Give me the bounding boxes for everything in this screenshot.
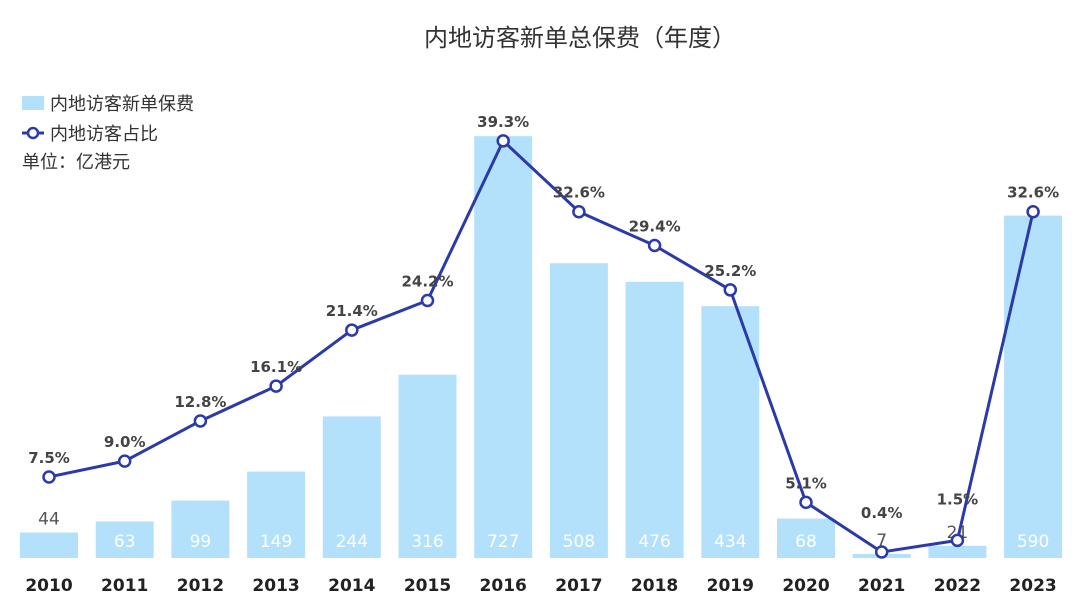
bar-value-label: 508 — [563, 532, 595, 552]
bar-2010 — [20, 532, 78, 558]
x-tick-label: 2012 — [177, 576, 224, 596]
share-label: 24.2% — [401, 272, 453, 290]
bar-value-label: 316 — [411, 532, 443, 552]
bar-2017 — [549, 263, 608, 558]
share-label: 32.6% — [553, 184, 605, 202]
share-label: 29.4% — [629, 218, 681, 236]
x-tick-label: 2014 — [328, 576, 375, 596]
share-label: 39.3% — [477, 113, 529, 131]
share-point-2012 — [193, 414, 208, 428]
bar-2018 — [625, 281, 684, 558]
share-line — [48, 139, 1035, 554]
bar-value-label: 434 — [714, 532, 746, 552]
share-point-2017 — [572, 204, 586, 219]
bar-2023 — [1004, 215, 1063, 559]
legend: 内地访客新单保费 内地访客占比 单位：亿港元 — [22, 88, 194, 178]
bar-value-label: 727 — [487, 532, 519, 552]
x-tick-label: 2010 — [25, 576, 72, 596]
legend-bar-label: 内地访客新单保费 — [50, 94, 194, 115]
share-point-2019 — [723, 283, 738, 297]
bar-value-label: 149 — [260, 532, 292, 552]
bar-value-label: 7 — [876, 531, 887, 551]
x-tick-label: 2022 — [934, 576, 981, 596]
unit-label: 单位：亿港元 — [22, 152, 130, 173]
share-label: 32.6% — [1007, 184, 1059, 202]
bar-2015 — [398, 374, 457, 558]
share-point-2014 — [345, 323, 359, 337]
legend-line-swatch — [22, 126, 44, 140]
x-tick-label: 2019 — [707, 576, 754, 596]
x-tick-label: 2021 — [858, 576, 905, 596]
share-label: 1.5% — [937, 490, 979, 508]
share-point-2018 — [647, 238, 662, 253]
legend-item-line: 内地访客占比 — [22, 118, 194, 148]
bar-2022 — [928, 545, 987, 558]
share-point-2013 — [269, 379, 283, 393]
bar-2020 — [777, 518, 835, 558]
share-point-2016 — [496, 134, 510, 148]
share-label: 25.2% — [704, 262, 756, 280]
bar-value-label: 99 — [190, 532, 212, 552]
share-point-2023 — [1026, 204, 1040, 219]
x-tick-label: 2020 — [782, 576, 829, 596]
bar-value-label: 476 — [638, 532, 670, 552]
x-tick-label: 2013 — [252, 576, 299, 596]
bar-2014 — [322, 416, 381, 558]
bar-value-label: 590 — [1017, 532, 1049, 552]
share-point-2022 — [950, 533, 965, 548]
share-label: 21.4% — [326, 302, 378, 320]
share-label: 0.4% — [861, 504, 903, 522]
bar-2011 — [95, 521, 154, 558]
x-tick-label: 2016 — [480, 576, 527, 596]
bar-2016 — [474, 136, 533, 558]
chart-title: 内地访客新单总保费（年度） — [424, 24, 736, 52]
bar-value-label: 244 — [336, 532, 368, 552]
share-label: 9.0% — [104, 433, 146, 451]
x-tick-label: 2023 — [1009, 576, 1056, 596]
share-label: 12.8% — [174, 393, 226, 411]
share-point-2021 — [874, 545, 889, 559]
bar-2012 — [171, 500, 230, 558]
share-label: 16.1% — [250, 358, 302, 376]
bar-value-label: 44 — [38, 509, 60, 529]
x-tick-label: 2011 — [101, 576, 148, 596]
x-tick-label: 2017 — [555, 576, 602, 596]
share-point-2011 — [117, 454, 132, 468]
share-point-2010 — [42, 470, 56, 484]
share-label: 7.5% — [28, 449, 70, 467]
legend-line-label: 内地访客占比 — [50, 124, 158, 145]
bar-2013 — [247, 471, 306, 558]
share-point-2020 — [799, 495, 813, 510]
share-label: 5.1% — [785, 474, 827, 492]
bar-value-label: 68 — [795, 532, 817, 552]
legend-item-bar: 内地访客新单保费 — [22, 88, 194, 118]
x-tick-label: 2018 — [631, 576, 678, 596]
bar-value-label: 63 — [114, 532, 136, 552]
share-point-2015 — [420, 293, 435, 308]
x-tick-label: 2015 — [404, 576, 451, 596]
legend-bar-swatch — [22, 96, 44, 110]
